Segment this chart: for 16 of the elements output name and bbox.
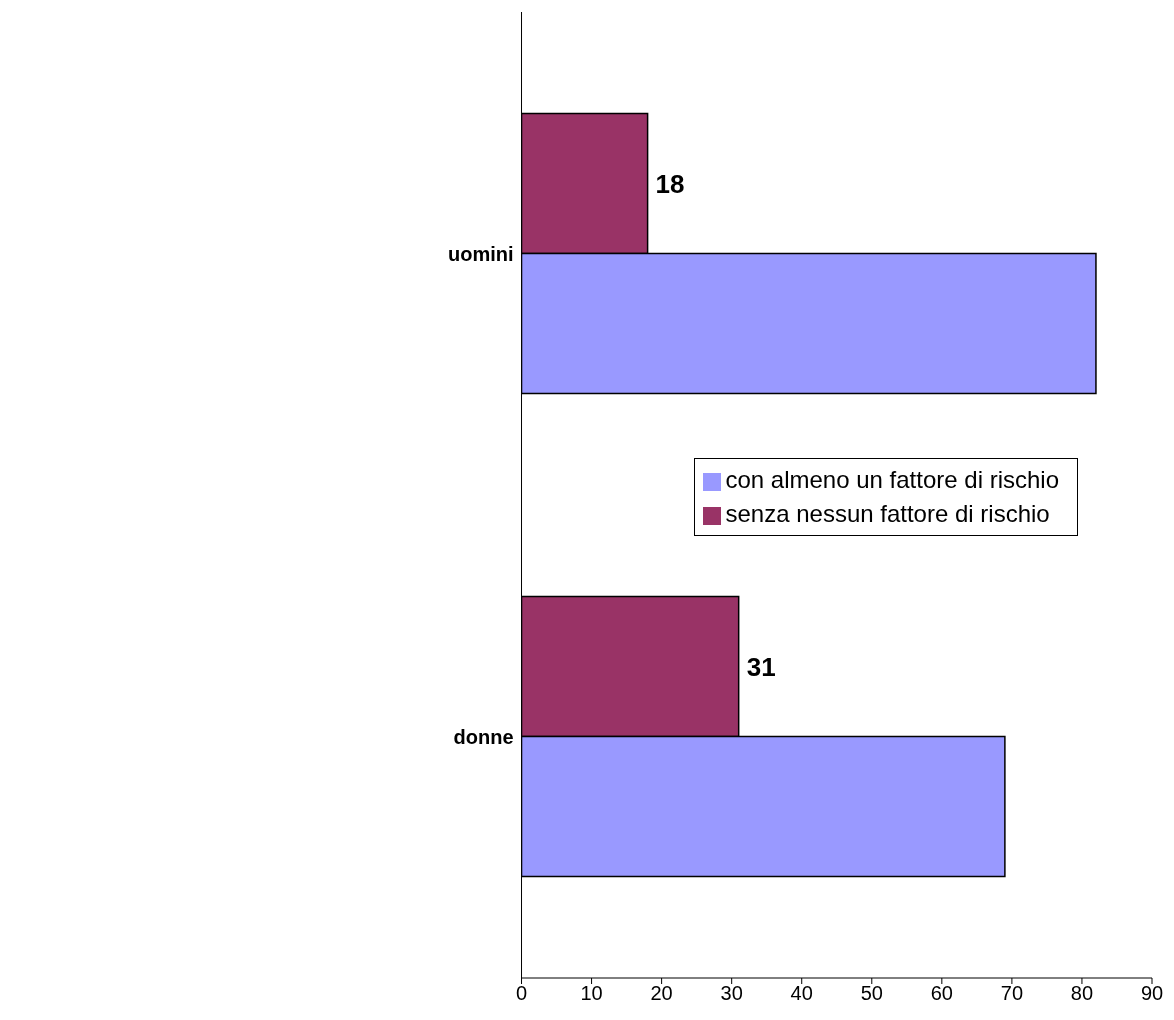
x-tick-label: 90 [1140, 982, 1164, 1005]
data-label: 31 [746, 651, 776, 682]
x-tick-label: 50 [860, 982, 883, 1005]
y-tick-label: donne [453, 725, 514, 748]
x-tick-label: 0 [515, 982, 528, 1005]
x-tick-label: 60 [930, 982, 953, 1005]
x-tick-label: 20 [650, 982, 673, 1005]
x-tick-label: 40 [790, 982, 813, 1005]
x-tick-label: 70 [1000, 982, 1024, 1005]
x-tick-label: 10 [580, 982, 603, 1005]
legend-label: senza nessun fattore di rischio [725, 500, 1050, 527]
x-tick-label: 30 [720, 982, 743, 1005]
y-tick-label: uomini [447, 242, 514, 265]
legend-label: con almeno un fattore di rischio [725, 466, 1059, 493]
data-label: 18 [655, 168, 685, 199]
x-tick-label: 80 [1070, 982, 1094, 1005]
